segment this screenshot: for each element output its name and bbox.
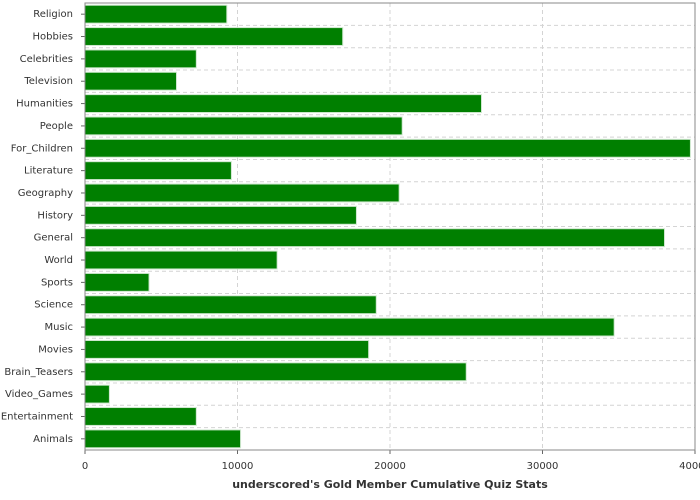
x-tick-label: 10000 [222,461,254,472]
bar [84,295,377,315]
bar [84,161,232,181]
bar [84,228,665,248]
y-tick-label: Humanities [16,99,73,110]
y-tick-label: General [34,233,73,244]
bar [84,250,278,270]
bar [84,49,197,69]
bar [84,27,344,46]
y-tick-label: Sports [41,277,73,288]
bar [84,138,691,158]
x-tick-label: 40000 [679,461,700,472]
bar [84,317,615,337]
y-tick-label: Literature [24,166,73,177]
bar [84,407,197,426]
plot-border [84,2,696,451]
y-tick-label: Animals [33,434,73,445]
bar [84,4,228,24]
y-tick-label: Video_Games [5,389,73,400]
y-tick-label: Science [34,300,73,311]
y-tick-label: Movies [38,344,73,355]
y-tick-label: Celebrities [20,54,73,65]
x-tick-label: 0 [82,461,88,472]
bar [84,429,242,449]
bar [84,339,370,359]
x-axis-label: underscored's Gold Member Cumulative Qui… [232,478,548,491]
y-tick-label: Hobbies [33,32,73,43]
y-tick-label: People [40,121,73,132]
y-tick-label: Entertainment [1,411,73,422]
x-tick-label: 30000 [527,461,559,472]
bar [84,71,177,91]
y-tick-label: Brain_Teasers [4,367,73,378]
bar [84,362,467,382]
bar [84,94,482,114]
y-tick-label: World [44,255,73,266]
bar [84,116,403,136]
y-tick-label: For_Children [11,143,73,154]
y-tick-label: History [37,210,73,221]
y-tick-label: Geography [18,188,73,199]
bar [84,272,150,292]
y-tick-label: Religion [33,9,73,20]
y-tick-label: Music [45,322,73,333]
bar [84,384,110,404]
x-tick-label: 20000 [374,461,406,472]
bar [84,183,400,203]
bar [84,205,357,225]
y-tick-label: Television [23,76,73,87]
